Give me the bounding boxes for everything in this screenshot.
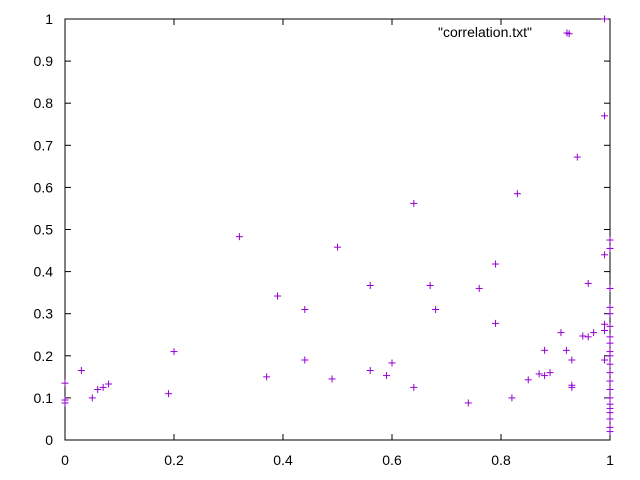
legend-label: "correlation.txt" xyxy=(438,24,532,40)
data-point xyxy=(557,329,565,337)
data-point xyxy=(263,373,271,381)
data-point xyxy=(508,394,516,402)
data-point xyxy=(606,377,614,385)
data-point xyxy=(601,15,609,23)
y-tick-label: 0.9 xyxy=(34,53,54,69)
data-point xyxy=(94,385,102,393)
data-point xyxy=(601,112,609,120)
data-point xyxy=(568,383,576,391)
y-tick-label: 0.5 xyxy=(34,222,54,238)
data-point xyxy=(366,281,374,289)
data-point xyxy=(584,333,592,341)
data-point xyxy=(432,305,440,313)
data-point xyxy=(568,356,576,364)
data-point xyxy=(590,329,598,337)
data-point xyxy=(606,322,614,330)
data-point xyxy=(606,339,614,347)
x-tick-label: 0.8 xyxy=(491,452,511,468)
data-point xyxy=(99,383,107,391)
data-point xyxy=(606,385,614,393)
data-point xyxy=(464,399,472,407)
y-tick-label: 0.8 xyxy=(34,95,54,111)
data-point xyxy=(88,394,96,402)
data-point xyxy=(606,352,614,360)
data-point xyxy=(606,394,614,402)
y-tick-label: 0.3 xyxy=(34,306,54,322)
data-point xyxy=(573,153,581,161)
data-point xyxy=(546,369,554,377)
data-point xyxy=(492,260,500,268)
data-point xyxy=(334,243,341,251)
y-tick-label: 0.4 xyxy=(34,264,54,280)
data-point xyxy=(274,292,282,300)
data-point xyxy=(170,348,178,356)
data-point xyxy=(383,372,391,380)
data-point xyxy=(601,320,609,328)
data-point xyxy=(524,376,532,384)
data-point xyxy=(601,356,609,364)
data-point xyxy=(606,369,614,377)
data-point xyxy=(606,333,614,341)
data-point xyxy=(235,233,243,241)
data-point xyxy=(410,383,418,391)
legend: "correlation.txt" xyxy=(438,24,571,40)
data-point xyxy=(366,367,374,375)
data-point xyxy=(579,332,587,340)
y-tick-label: 1 xyxy=(45,11,53,27)
data-point xyxy=(426,281,434,289)
y-tick-label: 0.1 xyxy=(34,390,54,406)
data-points xyxy=(61,15,614,436)
data-point xyxy=(606,244,614,252)
data-point xyxy=(492,319,500,327)
data-point xyxy=(535,370,543,378)
y-tick-labels: 0 0.1 0.2 0.3 0.4 0.5 0.6 0.7 0.8 0.9 1 xyxy=(34,11,54,448)
data-point xyxy=(105,380,113,388)
data-point xyxy=(61,399,69,407)
legend-marker xyxy=(563,29,571,37)
data-point xyxy=(606,236,614,244)
data-point xyxy=(475,284,483,292)
y-tick-label: 0 xyxy=(45,432,53,448)
x-tick-label: 0.4 xyxy=(273,452,293,468)
y-tick-label: 0.7 xyxy=(34,137,54,153)
x-tick-label: 0.6 xyxy=(382,452,402,468)
data-point xyxy=(606,284,614,292)
x-tick-label: 0.2 xyxy=(164,452,184,468)
data-point xyxy=(606,415,614,423)
data-point xyxy=(165,390,173,398)
data-point xyxy=(328,375,336,383)
data-point xyxy=(301,356,309,364)
data-point xyxy=(301,305,309,313)
data-point xyxy=(606,303,614,311)
data-point xyxy=(606,428,614,436)
x-tick-label: 0 xyxy=(61,452,69,468)
data-point xyxy=(77,367,85,375)
data-point xyxy=(601,251,609,259)
data-point xyxy=(606,310,614,318)
legend-marker-symbol xyxy=(563,29,571,37)
data-point xyxy=(388,359,396,367)
data-point xyxy=(606,409,614,417)
data-point xyxy=(601,327,609,335)
data-point xyxy=(562,346,570,354)
data-point xyxy=(541,372,549,380)
data-point xyxy=(513,190,521,198)
data-point xyxy=(584,279,592,287)
y-tick-label: 0.2 xyxy=(34,348,54,364)
data-point xyxy=(410,199,418,207)
x-tick-label: 1 xyxy=(606,452,614,468)
data-point xyxy=(61,379,69,387)
y-tick-label: 0.6 xyxy=(34,179,54,195)
x-tick-labels: 0 0.2 0.4 0.6 0.8 1 xyxy=(61,452,614,468)
data-point xyxy=(541,346,549,354)
data-point xyxy=(606,360,614,368)
